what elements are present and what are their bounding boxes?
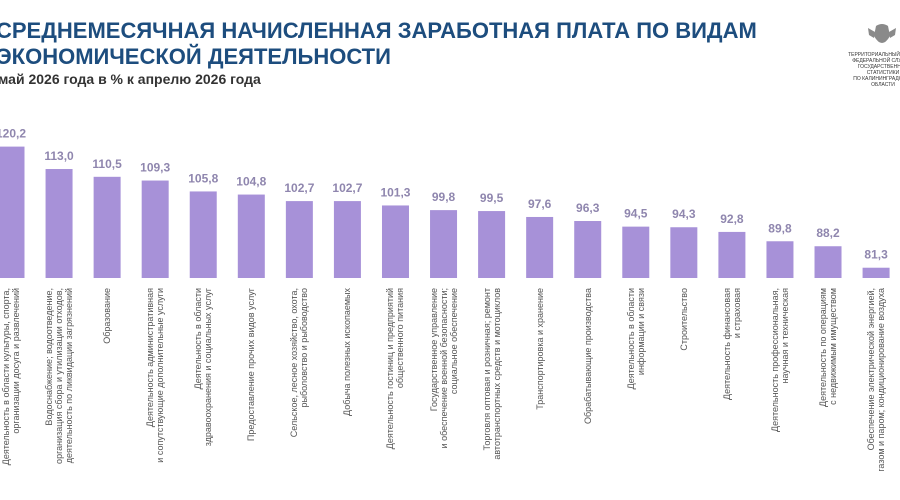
bar (670, 227, 698, 278)
value-label: 110,5 (92, 157, 122, 171)
value-label: 120,2 (0, 127, 26, 141)
x-tick-label: Образование (102, 288, 113, 344)
logo-text: ТЕРРИТОРИАЛЬНЫЙ ОРГАН ФЕДЕРАЛЬНОЙ СЛУЖБЫ… (848, 52, 900, 88)
x-tick-label: Добыча полезных ископаемых (342, 288, 353, 416)
x-tick-label: Деятельность профессиональная, научная и… (769, 288, 790, 433)
x-tick-label: Торговля оптовая и розничная; ремонт авт… (481, 288, 502, 460)
value-label: 105,8 (188, 171, 218, 185)
bar (285, 201, 313, 278)
logo-emblem (868, 24, 896, 43)
bar (189, 191, 217, 278)
bar (574, 221, 602, 278)
x-tick-label: Водоснабжение; водоотведение, организаци… (44, 288, 75, 464)
x-tick-label: Обрабатывающие производства (582, 288, 593, 424)
bar (814, 246, 842, 278)
value-label: 97,6 (528, 197, 552, 211)
bar (93, 176, 121, 278)
bar (141, 180, 169, 278)
x-tick-label: Обеспечение электрической энергией, газо… (866, 288, 887, 472)
value-label: 99,5 (480, 191, 504, 205)
value-label: 96,3 (576, 201, 600, 215)
x-tick-label: Деятельность по операциям с недвижимым и… (818, 288, 839, 407)
bar (862, 267, 890, 278)
bar (478, 211, 506, 278)
x-tick-label: Строительство (678, 288, 689, 351)
value-label: 94,5 (624, 207, 648, 221)
x-tick-label: Деятельность гостиниц и предприятий обще… (385, 288, 406, 450)
bar (718, 231, 746, 278)
x-tick-label: Деятельность в области здравоохранения и… (193, 288, 214, 447)
chart-title: СРЕДНЕМЕСЯЧНАЯ НАЧИСЛЕННАЯ ЗАРАБОТНАЯ ПЛ… (0, 18, 757, 69)
value-label: 99,8 (432, 190, 456, 204)
value-label: 102,7 (332, 181, 362, 195)
bar (333, 201, 361, 278)
value-label: 102,7 (284, 181, 314, 195)
x-tick-label: Деятельность административная и сопутств… (145, 288, 166, 463)
bar (430, 210, 458, 278)
x-tick-label: Предоставление прочих видов услуг (246, 288, 257, 442)
chart-subtitle: май 2026 года в % к апрелю 2026 года (0, 71, 261, 87)
x-tick-label: Государственное управление и обеспечение… (428, 288, 459, 449)
value-label: 113,0 (44, 149, 74, 163)
value-label: 94,3 (672, 207, 696, 221)
value-label: 89,8 (768, 221, 792, 235)
bar (622, 226, 650, 278)
bar (381, 205, 409, 278)
value-label: 88,2 (816, 226, 840, 240)
x-tick-label: Деятельность в области культуры, спорта,… (1, 288, 21, 466)
x-tick-label: Деятельность финансовая и страховая (721, 288, 742, 400)
bar (766, 241, 794, 278)
x-tick-label: Транспортировка и хранение (534, 288, 545, 410)
bar (237, 194, 265, 278)
value-label: 104,8 (236, 175, 266, 189)
value-label: 101,3 (380, 185, 410, 199)
bar (0, 146, 25, 278)
bar (526, 216, 554, 278)
bar (45, 169, 73, 278)
x-tick-label: Сельское, лесное хозяйство, охота, рыбол… (289, 288, 310, 438)
x-tick-label: Деятельность в области информации и связ… (625, 288, 646, 390)
value-label: 92,8 (720, 212, 744, 226)
value-label: 81,3 (864, 248, 888, 262)
value-label: 109,3 (140, 161, 170, 175)
